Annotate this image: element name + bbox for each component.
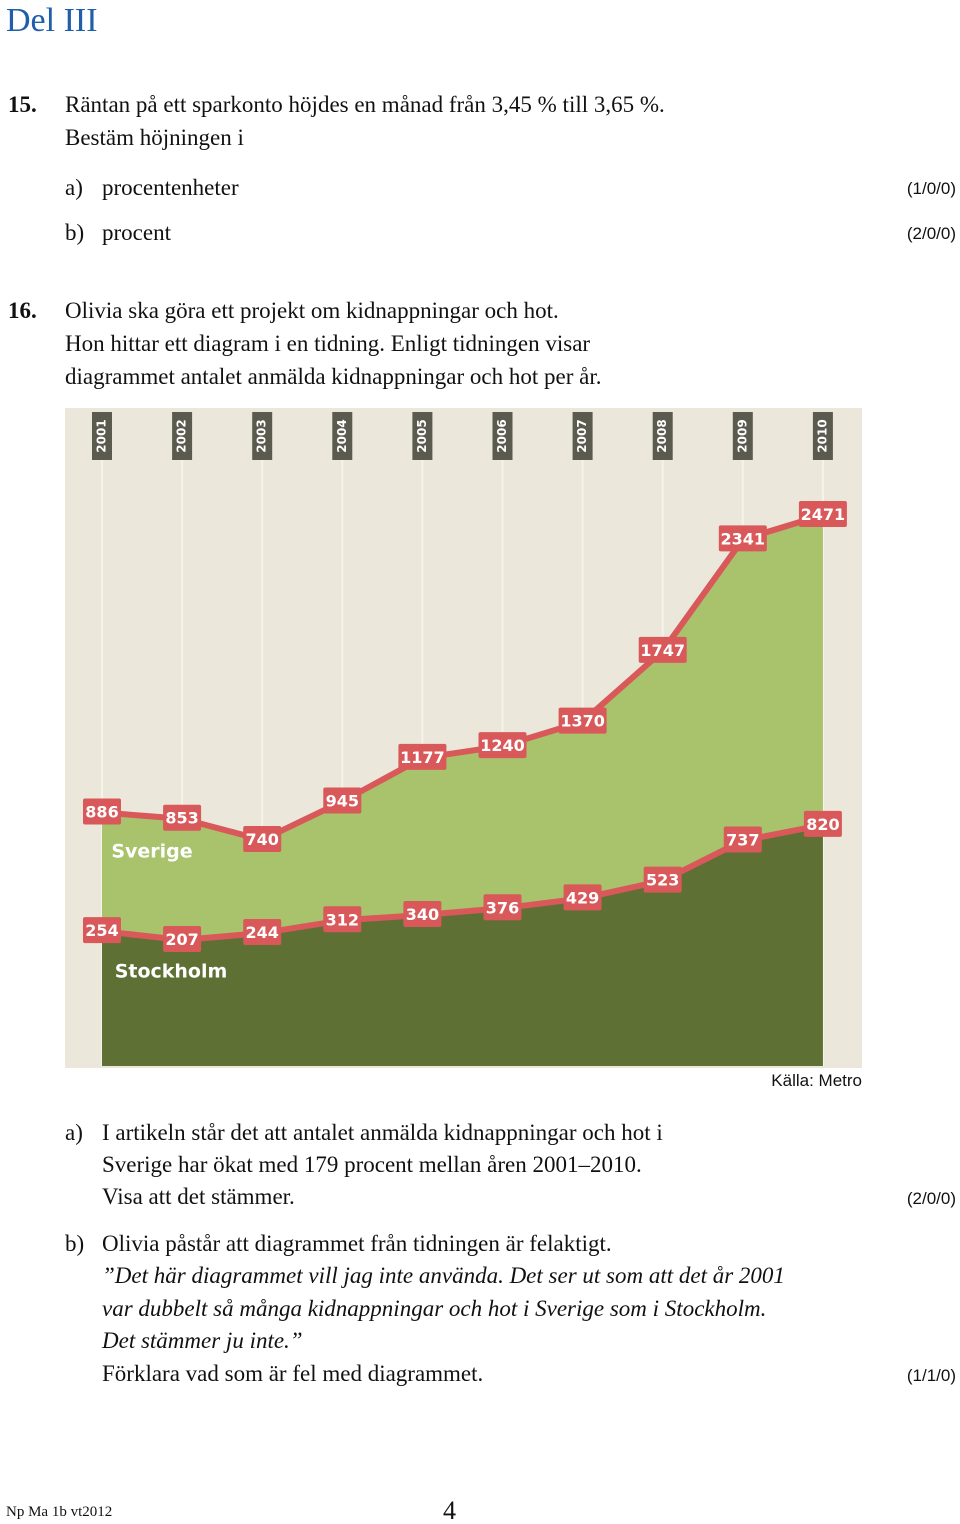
- value-box: [163, 804, 202, 831]
- value-box: [403, 901, 442, 928]
- value-label: 740: [245, 830, 278, 849]
- year-label: 2008: [655, 419, 669, 452]
- year-tag: [652, 412, 673, 460]
- value-box: [798, 501, 847, 527]
- year-label: 2007: [575, 419, 589, 452]
- page-title: Del III: [6, 2, 98, 39]
- part-label: b): [65, 1231, 85, 1256]
- year-label: 2003: [255, 419, 269, 452]
- year-tag: [92, 412, 112, 460]
- part-text: procentenheter: [102, 175, 239, 200]
- quote-text: ”Det här diagrammet vill jag inte använd…: [102, 1263, 785, 1288]
- value-box: [243, 825, 282, 852]
- part-text: procent: [102, 220, 171, 245]
- value-box: [478, 732, 527, 759]
- part-label: a): [65, 175, 83, 200]
- value-label: 853: [165, 809, 198, 828]
- value-label: 207: [165, 930, 198, 949]
- points: (2/0/0): [906, 1189, 956, 1208]
- value-box: [243, 919, 282, 946]
- value-box: [323, 787, 362, 814]
- year-label: 2001: [95, 419, 109, 452]
- value-label: 1240: [480, 736, 525, 755]
- year-tag: [172, 412, 193, 460]
- footer-code: Np Ma 1b vt2012: [6, 1504, 113, 1520]
- value-label: 312: [326, 910, 359, 929]
- part-label: b): [65, 220, 85, 245]
- value-box: [803, 810, 842, 837]
- value-label: 1747: [640, 641, 685, 660]
- value-box: [718, 525, 767, 552]
- points: (2/0/0): [906, 224, 956, 243]
- year-tag: [492, 412, 513, 460]
- series-name: Stockholm: [115, 961, 228, 983]
- value-box: [323, 906, 362, 933]
- quote-text: Det stämmer ju inte.”: [102, 1328, 303, 1353]
- year-label: 2004: [335, 419, 349, 452]
- value-label: 1177: [400, 748, 445, 767]
- points: (1/1/0): [906, 1366, 956, 1385]
- page-number: 4: [443, 1496, 456, 1524]
- question-number: 16.: [8, 298, 37, 323]
- year-tag: [252, 412, 273, 460]
- part-text: I artikeln står det att antalet anmälda …: [102, 1120, 663, 1145]
- value-box: [163, 926, 202, 952]
- question-text: Räntan på ett sparkonto höjdes en månad …: [65, 92, 665, 117]
- value-label: 945: [326, 791, 359, 810]
- value-box: [398, 743, 447, 770]
- value-box: [83, 917, 121, 944]
- part-text: Olivia påstår att diagrammet från tidnin…: [102, 1231, 612, 1256]
- value-label: 820: [806, 815, 839, 834]
- value-label: 340: [406, 905, 439, 924]
- year-label: 2002: [175, 419, 189, 452]
- question-number: 15.: [8, 92, 37, 117]
- value-box: [83, 798, 121, 825]
- series-name: Sverige: [111, 841, 192, 863]
- points: (1/0/0): [906, 179, 956, 198]
- year-label: 2005: [415, 419, 429, 452]
- question-text: diagrammet antalet anmälda kidnappningar…: [65, 364, 602, 389]
- quote-text: var dubbelt så många kidnappningar och h…: [102, 1296, 767, 1321]
- year-label: 2010: [815, 419, 829, 452]
- series-line: [101, 512, 824, 843]
- value-box: [723, 826, 762, 853]
- value-box: [558, 707, 607, 734]
- question-text: Olivia ska göra ett projekt om kidnappni…: [65, 298, 559, 323]
- question-text: Bestäm höjningen i: [65, 125, 244, 150]
- value-label: 2341: [721, 529, 766, 548]
- value-label: 2471: [801, 505, 846, 524]
- value-box: [483, 894, 522, 921]
- value-label: 376: [486, 898, 519, 917]
- value-label: 429: [566, 888, 599, 907]
- value-box: [638, 636, 687, 663]
- value-label: 254: [85, 921, 118, 940]
- year-tag: [332, 412, 353, 460]
- value-label: 886: [85, 803, 118, 822]
- value-label: 244: [245, 923, 278, 942]
- part-text: Förklara vad som är fel med diagrammet.: [102, 1361, 484, 1386]
- chart-source: Källa: Metro: [771, 1071, 862, 1090]
- year-label: 2006: [495, 419, 509, 452]
- year-tag: [812, 412, 833, 460]
- part-text: Sverige har ökat med 179 procent mellan …: [102, 1152, 642, 1177]
- year-tag: [572, 412, 593, 460]
- year-tag: [412, 412, 433, 460]
- year-label: 2009: [735, 419, 749, 452]
- series-line: [101, 821, 824, 943]
- part-text: Visa att det stämmer.: [102, 1184, 295, 1209]
- value-box: [643, 866, 682, 893]
- part-label: a): [65, 1120, 83, 1145]
- question-text: Hon hittar ett diagram i en tidning. Enl…: [65, 331, 591, 356]
- year-tag: [732, 412, 753, 460]
- value-label: 1370: [560, 712, 605, 731]
- value-label: 523: [646, 871, 679, 890]
- value-label: 737: [726, 831, 759, 850]
- value-box: [563, 884, 602, 911]
